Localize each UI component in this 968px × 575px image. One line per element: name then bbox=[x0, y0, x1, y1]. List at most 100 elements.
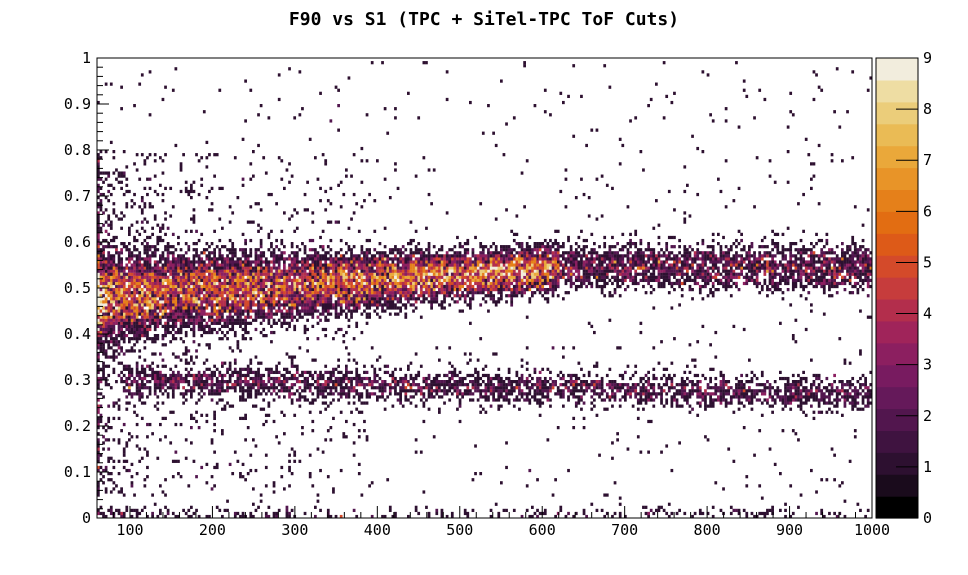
heatmap-cell bbox=[582, 245, 586, 249]
heatmap-cell bbox=[319, 281, 322, 286]
heatmap-cell bbox=[861, 278, 865, 283]
heatmap-cell bbox=[130, 303, 134, 307]
heatmap-cell bbox=[104, 281, 108, 286]
heatmap-cell bbox=[125, 257, 129, 261]
heatmap-cell bbox=[564, 257, 568, 261]
heatmap-cell bbox=[283, 318, 286, 322]
heatmap-cell bbox=[311, 291, 315, 295]
heatmap-cell bbox=[378, 275, 382, 279]
heatmap-cell bbox=[140, 272, 144, 276]
heatmap-cell bbox=[574, 260, 578, 264]
heatmap-cell bbox=[719, 278, 723, 283]
heatmap-cell bbox=[221, 272, 224, 276]
heatmap-cell bbox=[244, 324, 247, 329]
heatmap-cell bbox=[409, 281, 413, 286]
heatmap-cell bbox=[293, 263, 297, 267]
heatmap-cell bbox=[531, 272, 534, 276]
heatmap-cell bbox=[339, 238, 343, 243]
heatmap-cell bbox=[830, 281, 834, 286]
heatmap-cell bbox=[595, 284, 599, 289]
heatmap-cell bbox=[538, 257, 542, 261]
heatmap-cell bbox=[107, 324, 111, 329]
heatmap-cell bbox=[277, 288, 281, 292]
heatmap-cell bbox=[613, 257, 617, 261]
heatmap-cell bbox=[683, 254, 687, 258]
heatmap-cell bbox=[391, 297, 395, 301]
heatmap-cell bbox=[244, 288, 247, 292]
heatmap-cell bbox=[497, 266, 501, 270]
heatmap-cell bbox=[197, 284, 201, 289]
heatmap-cell bbox=[678, 266, 681, 270]
heatmap-cell bbox=[760, 288, 764, 292]
heatmap-cell bbox=[562, 263, 565, 267]
heatmap-cell bbox=[520, 266, 524, 270]
heatmap-cell bbox=[828, 263, 831, 267]
heatmap-cell bbox=[254, 272, 258, 276]
heatmap-cell bbox=[642, 254, 645, 258]
heatmap-cell bbox=[755, 266, 759, 270]
heatmap-cell bbox=[140, 266, 144, 270]
heatmap-cell bbox=[525, 284, 529, 289]
heatmap-cell bbox=[391, 266, 395, 270]
heatmap-cell bbox=[781, 291, 785, 295]
heatmap-cell bbox=[339, 260, 343, 264]
heatmap-cell bbox=[112, 278, 116, 283]
heatmap-cell bbox=[290, 284, 294, 289]
heatmap-cell bbox=[582, 248, 586, 252]
heatmap-cell bbox=[766, 251, 769, 255]
heatmap-cell bbox=[143, 300, 147, 304]
heatmap-cell bbox=[187, 260, 191, 264]
heatmap-cell bbox=[515, 284, 519, 289]
heatmap-cell bbox=[745, 281, 749, 286]
heatmap-cell bbox=[332, 266, 335, 270]
heatmap-cell bbox=[148, 254, 152, 258]
heatmap-cell bbox=[339, 312, 343, 316]
heatmap-cell bbox=[605, 281, 609, 286]
heatmap-cell bbox=[771, 266, 774, 270]
heatmap-cell bbox=[541, 288, 545, 292]
heatmap-cell bbox=[773, 254, 777, 258]
heatmap-cell bbox=[197, 275, 201, 279]
heatmap-cell bbox=[422, 257, 426, 261]
heatmap-cell bbox=[843, 275, 847, 279]
heatmap-cell bbox=[822, 260, 826, 264]
heatmap-cell bbox=[244, 260, 247, 264]
heatmap-cell bbox=[450, 275, 454, 279]
heatmap-cell bbox=[810, 266, 813, 270]
heatmap-cell bbox=[241, 309, 245, 313]
heatmap-cell bbox=[383, 291, 387, 295]
heatmap-cell bbox=[161, 291, 165, 295]
heatmap-cell bbox=[148, 321, 152, 325]
heatmap-cell bbox=[383, 278, 387, 283]
heatmap-cell bbox=[649, 263, 653, 267]
heatmap-cell bbox=[117, 343, 121, 347]
heatmap-cell bbox=[525, 288, 529, 292]
heatmap-cell bbox=[642, 269, 645, 273]
heatmap-cell bbox=[169, 294, 173, 298]
heatmap-cell bbox=[381, 297, 384, 301]
heatmap-cell bbox=[771, 242, 774, 246]
heatmap-cell bbox=[347, 275, 351, 279]
heatmap-cell bbox=[644, 272, 648, 276]
heatmap-cell bbox=[264, 263, 268, 267]
heatmap-cell bbox=[254, 260, 258, 264]
heatmap-cell bbox=[195, 254, 198, 258]
heatmap-cell bbox=[432, 284, 436, 289]
heatmap-cell bbox=[122, 278, 126, 283]
heatmap-cell bbox=[339, 266, 343, 270]
heatmap-cell bbox=[311, 306, 315, 310]
heatmap-cell bbox=[833, 275, 836, 279]
heatmap-cell bbox=[264, 284, 268, 289]
heatmap-cell bbox=[432, 278, 436, 283]
heatmap-cell bbox=[156, 309, 160, 313]
heatmap-cell bbox=[789, 248, 793, 252]
heatmap-cell bbox=[112, 315, 116, 319]
heatmap-cell bbox=[128, 248, 131, 252]
heatmap-cell bbox=[448, 303, 452, 307]
heatmap-cell bbox=[523, 269, 526, 273]
heatmap-cell bbox=[419, 260, 423, 264]
heatmap-cell bbox=[164, 272, 167, 276]
heatmap-cell bbox=[223, 300, 227, 304]
heatmap-cell bbox=[190, 312, 193, 316]
heatmap-cell bbox=[215, 321, 219, 325]
